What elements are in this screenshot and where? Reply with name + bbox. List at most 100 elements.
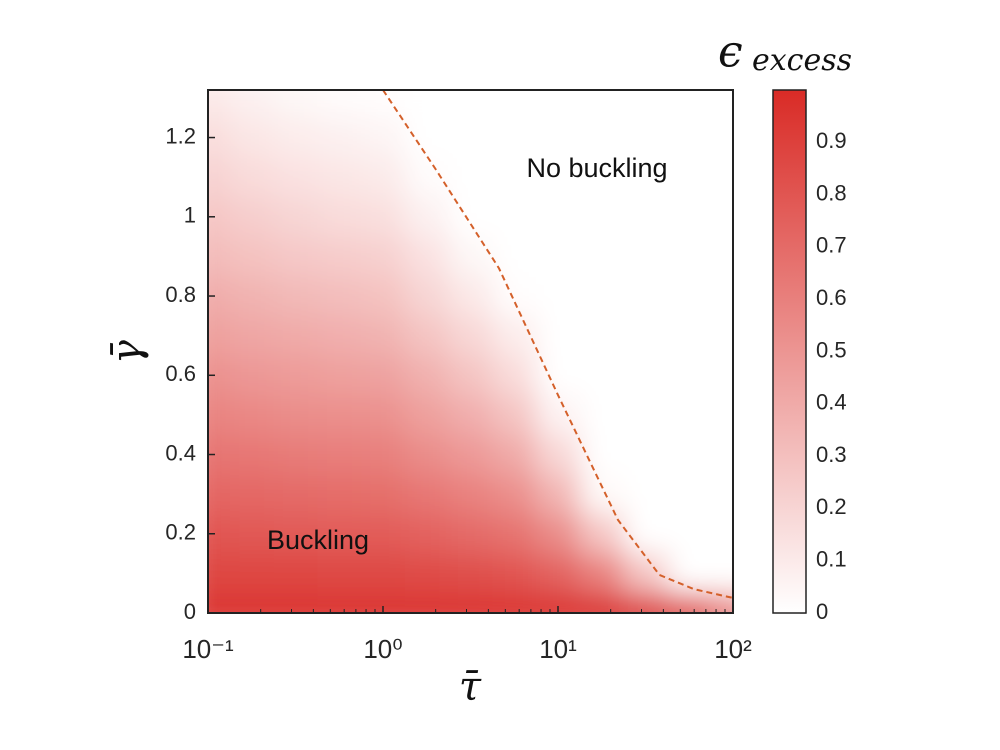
heatmap-cell bbox=[404, 157, 450, 198]
heatmap-cell bbox=[711, 157, 733, 198]
heatmap-cell bbox=[536, 157, 581, 198]
heatmap-cell bbox=[536, 434, 581, 475]
colorbar-tick-label: 0 bbox=[816, 599, 828, 624]
heatmap-cell bbox=[361, 236, 406, 277]
heatmap-cell bbox=[404, 474, 450, 515]
heatmap-cell bbox=[579, 315, 625, 356]
heatmap-cell bbox=[667, 276, 712, 317]
heatmap-cell bbox=[317, 434, 362, 475]
heatmap-cell bbox=[711, 474, 733, 515]
heatmap-cell bbox=[404, 553, 450, 594]
heatmap-cell bbox=[536, 395, 581, 436]
heatmap-cell bbox=[492, 395, 537, 436]
heatmap-cell bbox=[448, 315, 493, 356]
heatmap-cell bbox=[404, 513, 450, 555]
heatmap-clip bbox=[208, 90, 733, 613]
heatmap-cell bbox=[404, 593, 450, 613]
heatmap-cell bbox=[361, 474, 406, 515]
heatmap-cell bbox=[361, 90, 406, 119]
heatmap-cell bbox=[229, 276, 275, 317]
heatmap-cell bbox=[448, 593, 493, 613]
heatmap-cell bbox=[273, 434, 318, 475]
heatmap-cell bbox=[623, 157, 668, 198]
heatmap-cell bbox=[404, 355, 450, 396]
heatmap-cell bbox=[711, 593, 733, 613]
heatmap-cell bbox=[317, 276, 362, 317]
heatmap-cell bbox=[404, 196, 450, 238]
heatmap-cell bbox=[229, 315, 275, 356]
heatmap-cell bbox=[208, 395, 231, 436]
heatmap-cell bbox=[317, 196, 362, 238]
heatmap-cell bbox=[229, 513, 275, 555]
heatmap bbox=[208, 90, 733, 613]
heatmap-cell bbox=[667, 90, 712, 119]
heatmap-cell bbox=[623, 434, 668, 475]
heatmap-cell bbox=[448, 157, 493, 198]
heatmap-cell bbox=[317, 157, 362, 198]
heatmap-cell bbox=[208, 196, 231, 238]
heatmap-cell bbox=[492, 553, 537, 594]
heatmap-cell bbox=[536, 276, 581, 317]
heatmap-cell bbox=[579, 196, 625, 238]
heatmap-cell bbox=[317, 474, 362, 515]
heatmap-cell bbox=[536, 553, 581, 594]
heatmap-cell bbox=[208, 315, 231, 356]
heatmap-cell bbox=[448, 117, 493, 158]
colorbar-symbol: ϵ bbox=[718, 27, 743, 78]
heatmap-cell bbox=[273, 315, 318, 356]
heatmap-cell bbox=[492, 157, 537, 198]
heatmap-cell bbox=[623, 513, 668, 555]
heatmap-cell bbox=[667, 395, 712, 436]
heatmap-cell bbox=[317, 553, 362, 594]
colorbar-tick-label: 0.4 bbox=[816, 390, 847, 415]
colorbar bbox=[773, 90, 806, 613]
y-tick-label: 0 bbox=[184, 599, 196, 624]
heatmap-cell bbox=[229, 117, 275, 158]
heatmap-cell bbox=[667, 434, 712, 475]
heatmap-cell bbox=[579, 90, 625, 119]
heatmap-cell bbox=[579, 276, 625, 317]
heatmap-cell bbox=[448, 434, 493, 475]
heatmap-cell bbox=[579, 513, 625, 555]
x-tick-label: 10⁻¹ bbox=[182, 634, 234, 664]
heatmap-cell bbox=[229, 90, 275, 119]
heatmap-cell bbox=[623, 395, 668, 436]
heatmap-cell bbox=[711, 434, 733, 475]
heatmap-cell bbox=[317, 117, 362, 158]
y-tick-label: 1 bbox=[184, 203, 196, 228]
heatmap-cell bbox=[361, 315, 406, 356]
heatmap-cell bbox=[317, 593, 362, 613]
heatmap-cell bbox=[361, 117, 406, 158]
heatmap-cell bbox=[667, 236, 712, 277]
heatmap-cell bbox=[667, 315, 712, 356]
heatmap-cell bbox=[317, 315, 362, 356]
colorbar-tick-label: 0.7 bbox=[816, 233, 847, 258]
heatmap-cell bbox=[623, 553, 668, 594]
x-axis-label: τ̄ bbox=[459, 664, 482, 710]
heatmap-cell bbox=[208, 276, 231, 317]
heatmap-cell bbox=[579, 553, 625, 594]
heatmap-cell bbox=[361, 593, 406, 613]
y-tick-label: 0.4 bbox=[165, 440, 196, 465]
heatmap-cell bbox=[448, 395, 493, 436]
heatmap-cell bbox=[711, 395, 733, 436]
heatmap-cell bbox=[492, 315, 537, 356]
heatmap-cell bbox=[208, 90, 231, 119]
heatmap-cell bbox=[667, 474, 712, 515]
heatmap-cell bbox=[404, 434, 450, 475]
heatmap-cell bbox=[623, 117, 668, 158]
heatmap-cell bbox=[536, 355, 581, 396]
heatmap-cell bbox=[361, 276, 406, 317]
heatmap-cell bbox=[579, 157, 625, 198]
heatmap-cell bbox=[711, 355, 733, 396]
heatmap-cell bbox=[579, 355, 625, 396]
heatmap-cell bbox=[711, 90, 733, 119]
heatmap-cell bbox=[711, 513, 733, 555]
heatmap-cell bbox=[448, 355, 493, 396]
heatmap-cell bbox=[208, 434, 231, 475]
heatmap-cell bbox=[536, 474, 581, 515]
colorbar-tick-label: 0.3 bbox=[816, 442, 847, 467]
heatmap-cell bbox=[404, 395, 450, 436]
heatmap-cell bbox=[229, 434, 275, 475]
